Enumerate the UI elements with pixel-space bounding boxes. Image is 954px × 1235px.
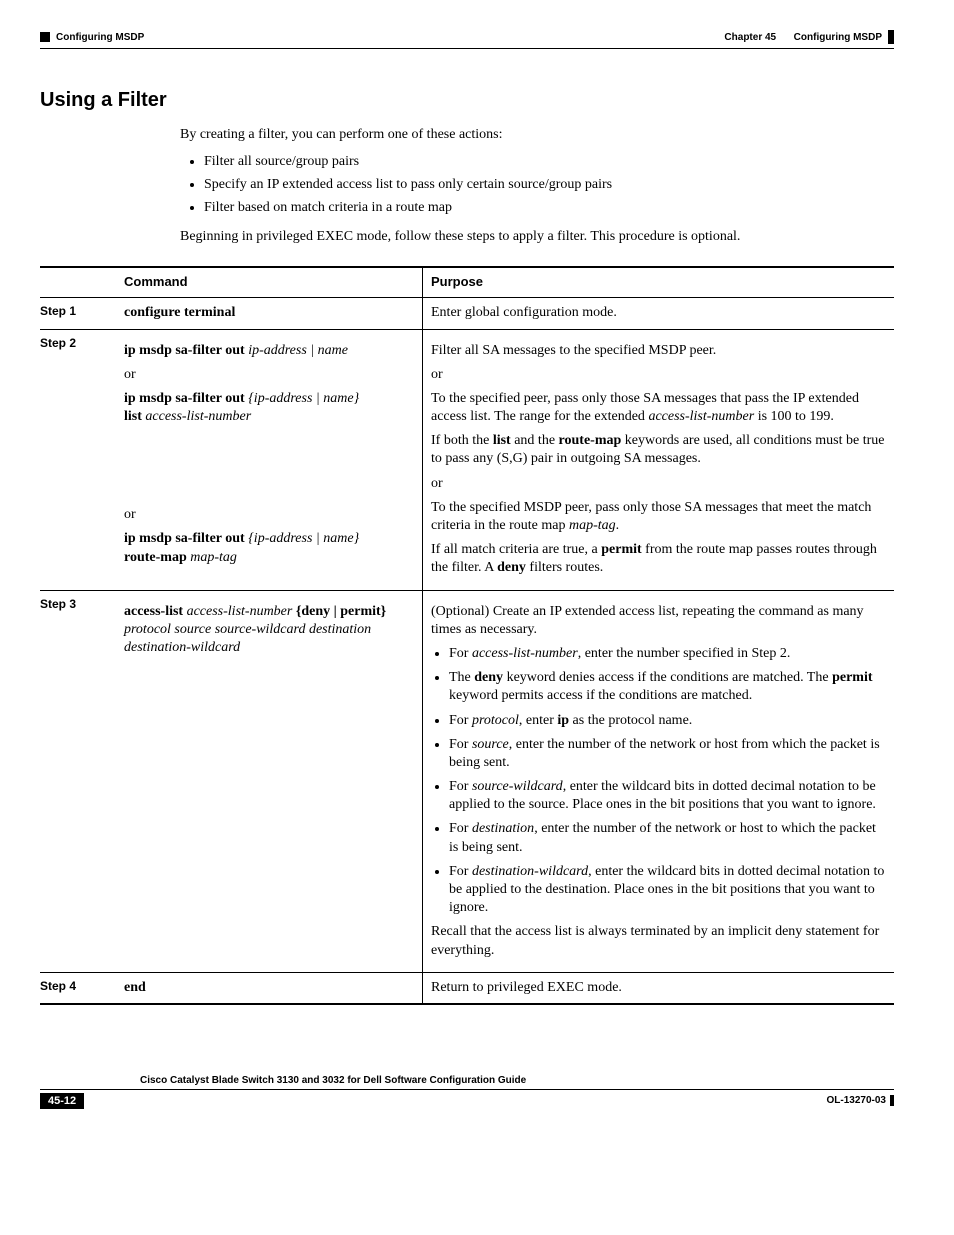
cmd-text: configure terminal [124,305,235,320]
purpose-cell: Enter global configuration mode. [423,298,895,329]
purp-bullet: For source, enter the number of the netw… [449,736,886,772]
cmd-or: or [124,506,414,524]
command-cell: end [116,972,423,1004]
step-label: Step 1 [40,298,116,329]
intro-p1: By creating a filter, you can perform on… [180,126,894,145]
table-header-blank [40,267,116,297]
table-header-row: Command Purpose [40,267,894,297]
step-label: Step 3 [40,590,116,972]
cmd-text: {deny | permit} [296,604,386,619]
purp-text: filters routes. [526,560,603,575]
cmd-arg: ip-address | name [248,343,348,358]
purp-text: If all match criteria are true, a [431,542,601,557]
command-cell: configure terminal [116,298,423,329]
intro-bullet: Specify an IP extended access list to pa… [204,176,894,195]
intro-bullet: Filter all source/group pairs [204,153,894,172]
purp-text: Filter all SA messages to the specified … [431,342,886,360]
cmd-text: ip msdp sa-filter out [124,391,248,406]
table-header-command: Command [116,267,423,297]
purp-kw: deny [497,560,526,575]
command-table: Command Purpose Step 1 configure termina… [40,266,894,1005]
header-bar-icon [888,30,894,44]
page-header: Configuring MSDP Chapter 45 Configuring … [40,30,894,44]
purp-or: or [431,475,886,493]
intro-p2: Beginning in privileged EXEC mode, follo… [180,228,894,247]
purp-text: . [616,518,620,533]
header-rule [40,48,894,49]
command-cell: ip msdp sa-filter out ip-address | name … [116,329,423,590]
intro-bullet: Filter based on match criteria in a rout… [204,199,894,218]
purpose-cell: Return to privileged EXEC mode. [423,972,895,1004]
header-chapter: Chapter 45 [724,32,776,43]
purp-or: or [431,366,886,384]
purp-text: and the [511,433,559,448]
purp-bullet: For destination-wildcard, enter the wild… [449,863,886,918]
table-row: Step 3 access-list access-list-number {d… [40,590,894,972]
footer-guide-title: Cisco Catalyst Blade Switch 3130 and 303… [40,1075,894,1090]
cmd-text: ip msdp sa-filter out [124,531,248,546]
purp-bullet: For destination, enter the number of the… [449,820,886,856]
purpose-cell: Filter all SA messages to the specified … [423,329,895,590]
cmd-text: ip msdp sa-filter out [124,343,248,358]
header-chapter-title: Configuring MSDP [794,32,882,43]
purp-bullet: For access-list-number, enter the number… [449,645,886,663]
section-title: Using a Filter [40,89,894,112]
cmd-text: end [124,980,146,995]
cmd-arg: access-list-number [183,604,296,619]
purp-bullet: For source-wildcard, enter the wildcard … [449,778,886,814]
table-header-purpose: Purpose [423,267,895,297]
table-row: Step 2 ip msdp sa-filter out ip-address … [40,329,894,590]
purp-text: Recall that the access list is always te… [431,923,886,959]
purp-text: If both the [431,433,493,448]
purp-kw: route-map [559,433,622,448]
header-square-icon [40,32,50,42]
cmd-text: list [124,409,142,424]
step-label: Step 4 [40,972,116,1004]
cmd-text: access-list [124,604,183,619]
purp-arg: access-list-number [648,409,754,424]
cmd-or: or [124,366,414,384]
cmd-arg: protocol source source-wildcard destinat… [124,622,371,655]
purp-kw: list [493,433,511,448]
purpose-cell: (Optional) Create an IP extended access … [423,590,895,972]
purp-text: (Optional) Create an IP extended access … [431,603,886,639]
cmd-arg: {ip-address | name} [248,531,359,546]
page-footer: Cisco Catalyst Blade Switch 3130 and 303… [40,1075,894,1109]
cmd-arg: map-tag [187,550,237,565]
command-cell: access-list access-list-number {deny | p… [116,590,423,972]
purp-text: is 100 to 199. [754,409,834,424]
table-row: Step 1 configure terminal Enter global c… [40,298,894,329]
step-label: Step 2 [40,329,116,590]
table-row: Step 4 end Return to privileged EXEC mod… [40,972,894,1004]
purp-arg: map-tag [569,518,616,533]
intro-bullets: Filter all source/group pairs Specify an… [180,153,894,218]
intro-block: By creating a filter, you can perform on… [180,126,894,246]
purp-text: To the specified MSDP peer, pass only th… [431,500,871,533]
purp-bullet: The deny keyword denies access if the co… [449,669,886,705]
cmd-arg: access-list-number [142,409,251,424]
header-section: Configuring MSDP [56,32,144,43]
cmd-arg: {ip-address | name} [248,391,359,406]
purp-kw: permit [601,542,641,557]
cmd-text: route-map [124,550,187,565]
page-number-badge: 45-12 [40,1093,84,1109]
doc-number: OL-13270-03 [827,1095,894,1106]
purp-bullet: For protocol, enter ip as the protocol n… [449,712,886,730]
